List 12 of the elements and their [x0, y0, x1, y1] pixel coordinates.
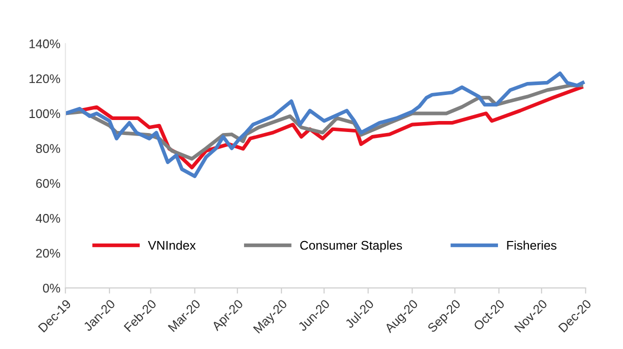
y-tick-label: 40% — [36, 214, 60, 223]
y-tick-label: 20% — [36, 248, 60, 258]
legend-label: Fisheries — [507, 240, 556, 250]
y-tick-label: 80% — [36, 144, 60, 153]
y-tick-label: 0% — [42, 284, 60, 293]
y-tick-label: 140% — [30, 39, 60, 48]
legend-label: VNIndex — [148, 240, 196, 250]
legend-label: Consumer Staples — [300, 240, 402, 252]
y-tick-label: 120% — [30, 74, 60, 84]
line-series — [65, 71, 585, 178]
y-tick-label: 60% — [36, 179, 60, 188]
y-tick-label: 100% — [30, 109, 60, 118]
